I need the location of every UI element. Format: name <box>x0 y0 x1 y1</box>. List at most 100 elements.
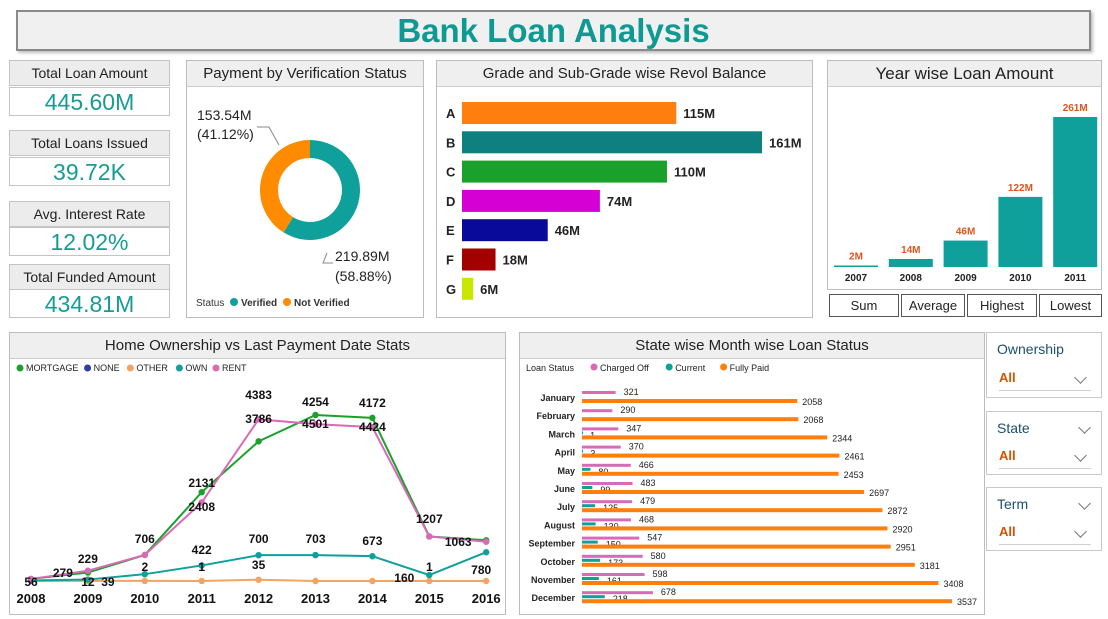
lowest-button[interactable]: Lowest <box>1039 294 1102 317</box>
home-point-own-2011 <box>198 562 205 569</box>
home-point-rent-2008 <box>27 575 35 583</box>
home-panel[interactable]: Home Ownership vs Last Payment Date Stat… <box>9 332 506 615</box>
grade-bar-C <box>462 160 667 183</box>
donut-slice-verified <box>283 140 360 240</box>
year-axis-label-2007: 2007 <box>845 273 868 284</box>
state-month-label-february: February <box>536 411 575 421</box>
year-title: Year wise Loan Amount <box>828 61 1101 87</box>
average-button[interactable]: Average <box>901 294 965 317</box>
sum-button[interactable]: Sum <box>829 294 899 317</box>
state-month-label-april: April <box>554 448 575 458</box>
home-point-own-2016 <box>483 549 490 556</box>
grade-bar-chart[interactable]: A 115M B 161M C 110M D 74M E 46M F 18M G 6M <box>437 87 812 317</box>
home-point-rent-2013 <box>312 420 319 428</box>
state-bar-chart[interactable]: Loan Status Charged Off Current Fully Paid J… <box>520 359 984 614</box>
kpi-total-loan-amount-value: 445.60M <box>9 87 170 116</box>
home-point-other-2016 <box>483 577 490 585</box>
state-current-label-march: 1 <box>590 430 595 440</box>
home-point-other-2015 <box>426 577 433 585</box>
ownership-slicer[interactable]: Ownership All <box>986 332 1102 398</box>
year-bar-2010 <box>998 196 1043 267</box>
state-month-label-august: August <box>544 520 575 530</box>
home-point-own-2014 <box>369 552 376 560</box>
state-current-label-october: 173 <box>608 558 623 568</box>
home-point-other-2012 <box>255 576 262 583</box>
verification-donut-chart[interactable]: 153.54M (41.12%) 219.89M (58.88%) Status Veri… <box>187 87 423 317</box>
state-charged-label-january: 321 <box>624 387 639 397</box>
state-panel[interactable]: State wise Month wise Loan Status Loan S… <box>519 332 985 615</box>
term-dropdown[interactable]: All <box>999 519 1091 545</box>
state-charged-label-march: 347 <box>626 423 641 433</box>
home-data-label-other-2012: 35 <box>252 558 266 572</box>
grade-panel[interactable]: Grade and Sub-Grade wise Revol Balance A… <box>436 60 813 318</box>
home-point-own-2015 <box>426 571 433 579</box>
home-point-own-2009 <box>84 576 92 583</box>
state-bar-current-april <box>582 449 583 453</box>
state-charged-label-july: 479 <box>640 496 655 506</box>
state-bar-charged-december <box>582 591 653 595</box>
state-paid-label-august: 2920 <box>892 524 912 534</box>
state-current-label-may: 80 <box>598 467 608 477</box>
state-bar-paid-august <box>582 526 888 531</box>
year-value-label-2009: 46M <box>956 227 975 238</box>
home-data-label-rent-2008: 56 <box>24 575 38 589</box>
state-dropdown[interactable]: All <box>999 443 1091 469</box>
state-dropdown-value: All <box>999 448 1016 463</box>
home-data-label-own-2013: 703 <box>305 532 325 546</box>
verified-pct-label: (58.88%) <box>335 268 392 284</box>
year-bar-chart[interactable]: 2M 2007 14M 2008 46M 2009 122M 2010 261M 2011 <box>828 87 1101 289</box>
chevron-down-icon[interactable] <box>1078 497 1091 510</box>
legend-label-fully-paid: Fully Paid <box>730 363 770 373</box>
legend-marker-charged-off <box>590 363 598 371</box>
state-month-label-march: March <box>548 429 575 439</box>
grade-bar-F <box>462 248 496 271</box>
kpi-avg-interest-rate-value: 12.02% <box>9 227 170 256</box>
home-data-label-rent-2009: 279 <box>53 566 73 580</box>
state-paid-label-june: 2697 <box>869 488 889 498</box>
state-charged-label-august: 468 <box>639 514 654 524</box>
home-point-rent-2012 <box>255 416 262 423</box>
state-month-label-october: October <box>540 557 575 567</box>
state-bar-current-december <box>582 595 605 599</box>
home-point-other-2014 <box>369 577 376 585</box>
home-data-label-mortgage-2013: 4501 <box>302 417 329 431</box>
state-bar-charged-november <box>582 573 645 576</box>
grade-label-E: E <box>446 223 455 238</box>
state-charged-label-october: 580 <box>651 551 666 561</box>
home-axis-label-2009: 2009 <box>73 591 102 606</box>
home-data-label-rent-2013: 4254 <box>302 395 329 409</box>
year-value-label-2008: 14M <box>901 245 920 256</box>
home-data-label-own-2009: 39 <box>101 575 115 589</box>
verification-panel[interactable]: Payment by Verification Status 153.54M (4… <box>186 60 424 318</box>
state-bar-charged-september <box>582 536 640 540</box>
state-paid-label-may: 2453 <box>844 470 864 480</box>
verified-value-label: 219.89M <box>335 248 389 264</box>
legend-marker-current <box>665 363 673 371</box>
home-data-label-own-2015: 160 <box>394 571 414 585</box>
highest-button[interactable]: Highest <box>967 294 1037 317</box>
year-bar-2009 <box>943 240 988 267</box>
home-axis-label-2010: 2010 <box>130 591 159 606</box>
page-title-bar: Bank Loan Analysis <box>16 10 1091 51</box>
state-bar-paid-february <box>582 417 799 422</box>
grade-label-G: G <box>446 282 456 297</box>
state-bar-charged-may <box>582 463 631 467</box>
home-point-rent-2016 <box>483 538 490 545</box>
legend-marker-own <box>175 364 183 372</box>
year-panel[interactable]: Year wise Loan Amount 2M 2007 14M 2008 46M 20… <box>827 60 1102 290</box>
state-bar-current-august <box>582 522 596 526</box>
state-month-label-november: November <box>531 575 576 585</box>
home-data-label-rent-2011: 2131 <box>188 476 215 490</box>
home-data-label-own-2016: 780 <box>471 563 491 577</box>
year-axis-label-2010: 2010 <box>1009 273 1032 284</box>
home-line-chart[interactable]: MORTGAGE NONE OTHER OWN RENT 2008 2009 2010 2011… <box>10 359 505 614</box>
chevron-down-icon[interactable] <box>1078 421 1091 434</box>
chevron-down-icon <box>1074 371 1087 384</box>
home-data-label-rent-2015: 1207 <box>416 512 443 526</box>
ownership-dropdown[interactable]: All <box>999 365 1091 391</box>
legend-label-other: OTHER <box>136 363 168 373</box>
term-slicer[interactable]: Term All <box>986 487 1102 551</box>
state-slicer[interactable]: State All <box>986 411 1102 475</box>
home-data-label-mortgage-2010: 706 <box>135 532 155 546</box>
home-data-label-other-2011: 1 <box>198 560 205 574</box>
